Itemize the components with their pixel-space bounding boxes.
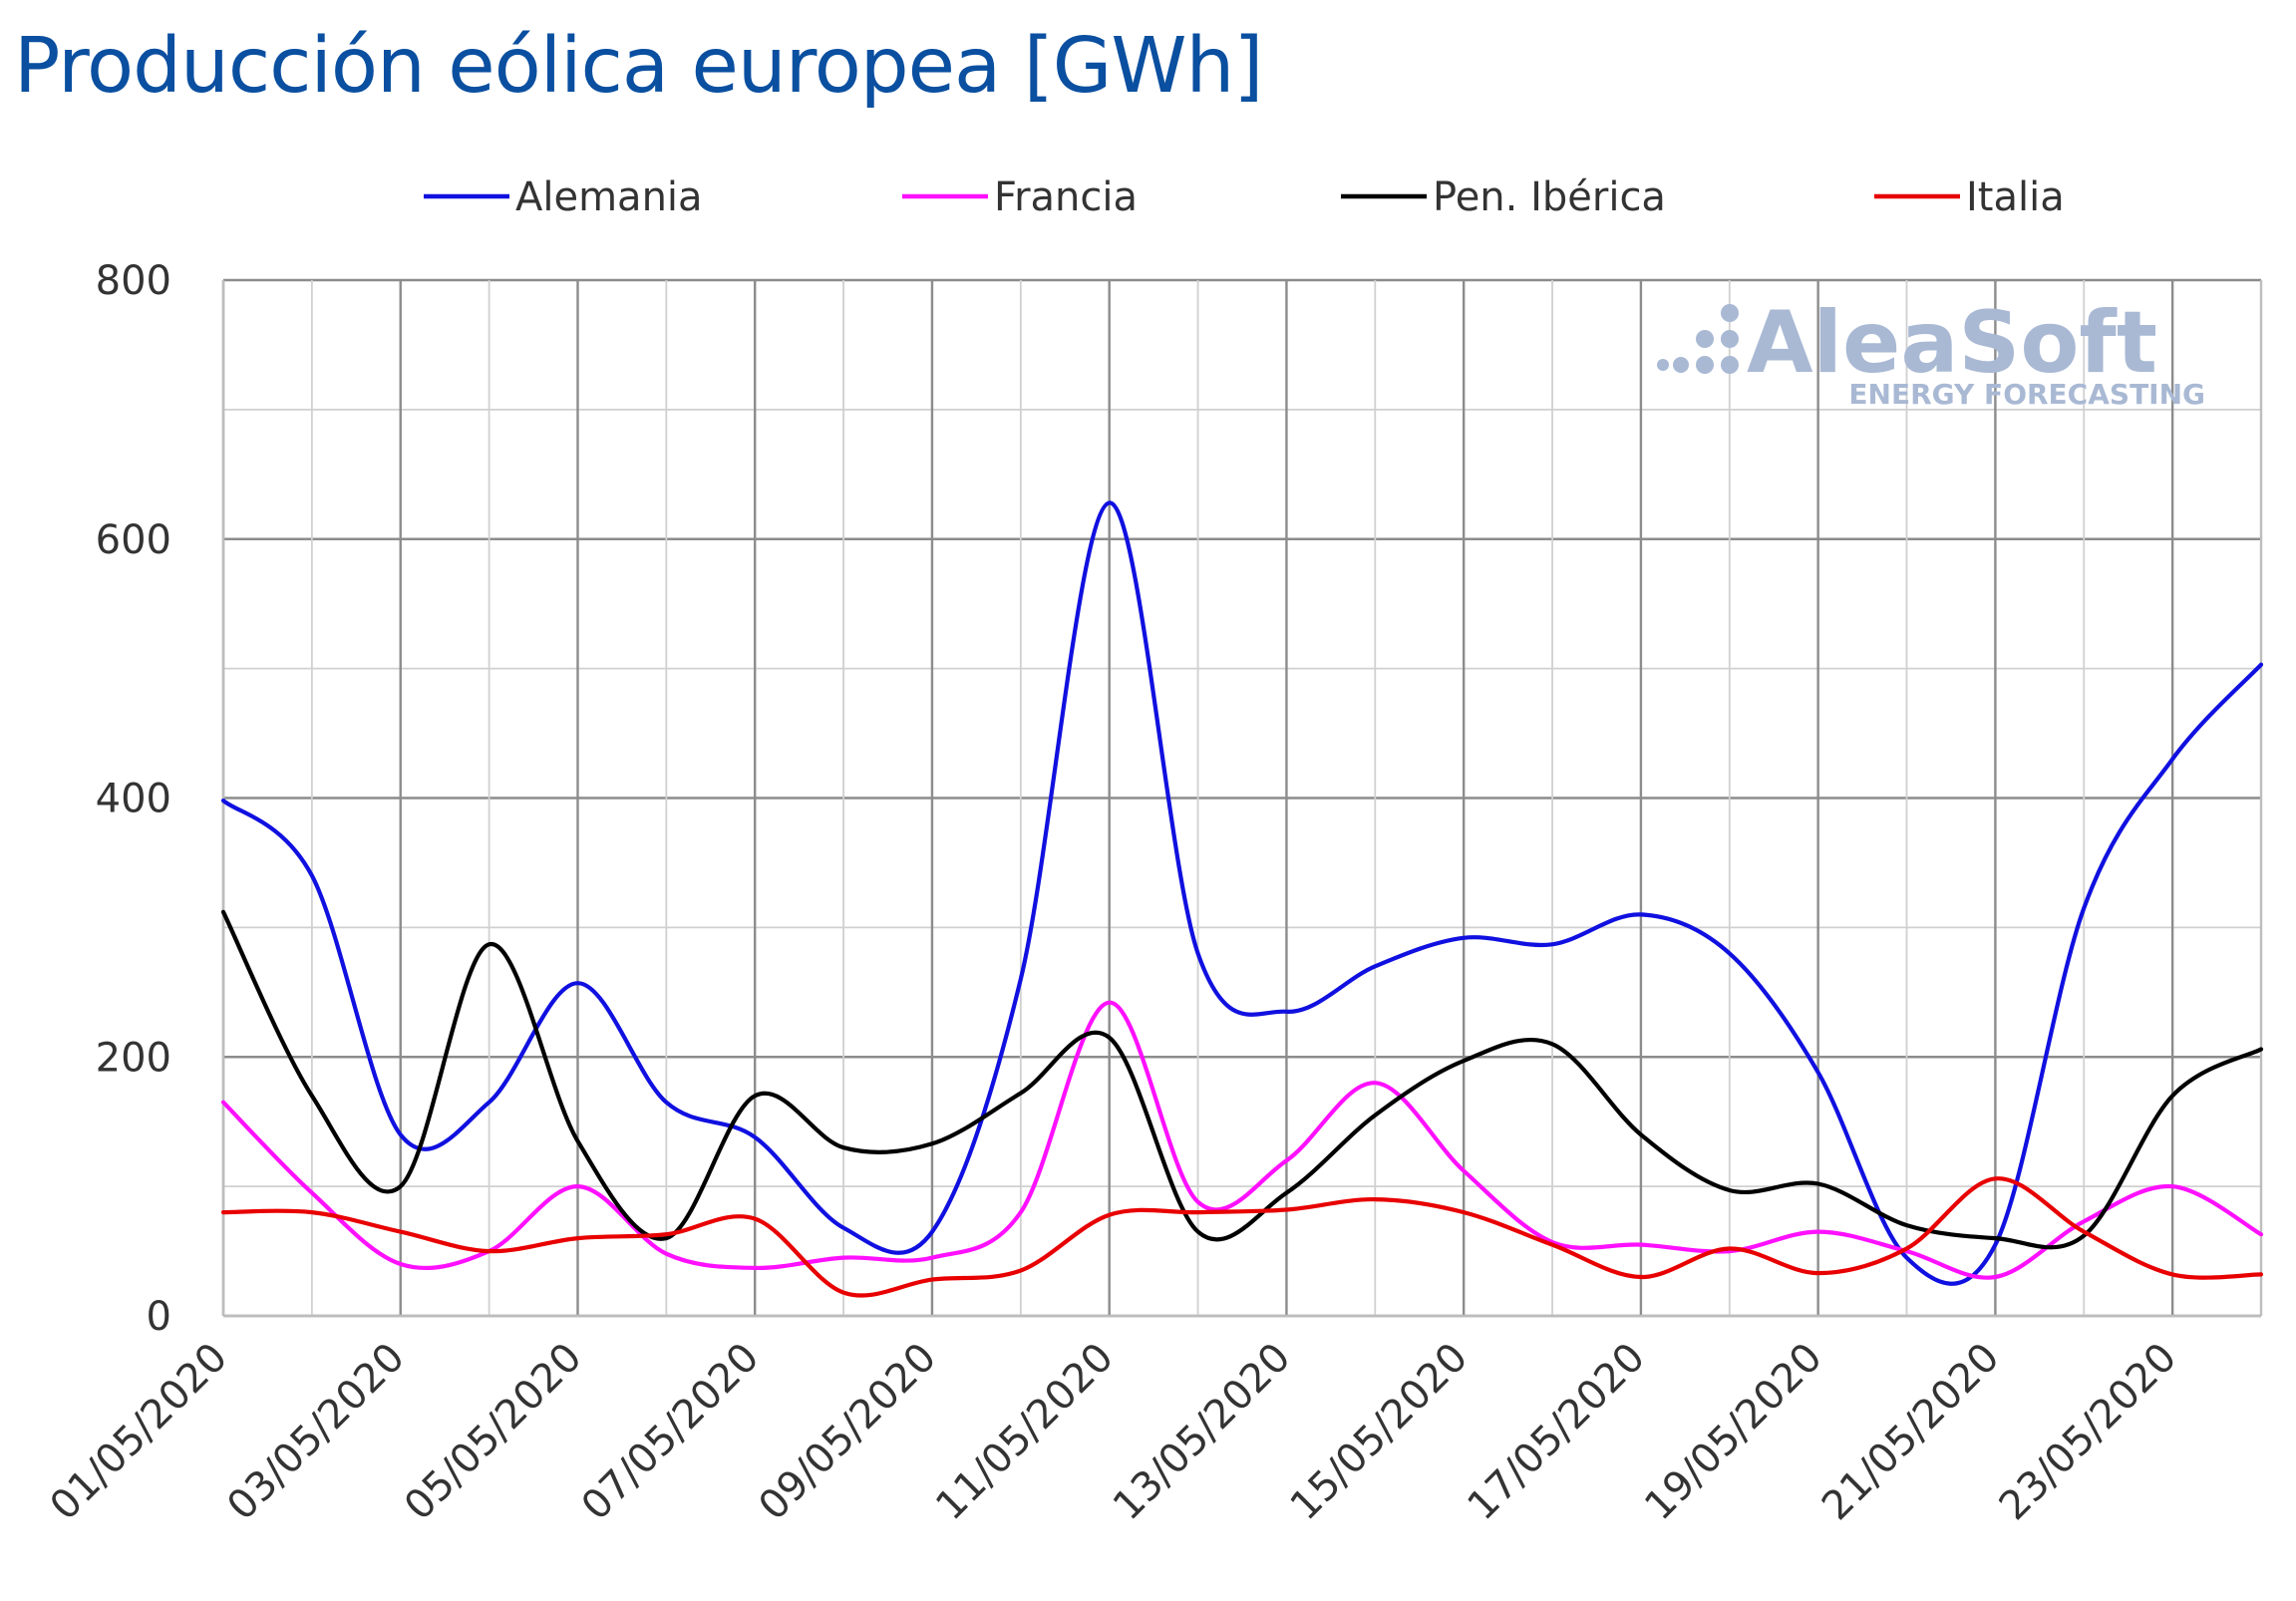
x-tick-label: 17/05/2020 [1459,1335,1654,1530]
x-tick-label: 21/05/2020 [1813,1335,2009,1530]
legend-label-italia: Italia [1966,174,2065,220]
y-axis-ticks: 0 200 400 600 800 [96,258,171,1340]
legend-label-francia: Francia [994,174,1138,220]
legend-label-pen-ib-rica: Pen. Ibérica [1433,174,1666,220]
x-tick-label: 03/05/2020 [218,1335,414,1530]
x-tick-label: 13/05/2020 [1105,1335,1300,1530]
x-tick-label: 01/05/2020 [42,1335,237,1530]
x-tick-label: 15/05/2020 [1282,1335,1477,1530]
y-tick-label: 400 [96,777,171,822]
aleasoft-watermark: AleaSoft ENERGY FORECASTING [1657,293,2205,411]
y-tick-label: 800 [96,258,171,304]
aleasoft-logo-dots-icon [1657,304,1739,374]
y-tick-label: 0 [147,1294,171,1340]
x-tick-label: 09/05/2020 [750,1335,945,1530]
watermark-brand: AleaSoft [1747,293,2157,393]
y-tick-label: 600 [96,517,171,563]
x-tick-label: 07/05/2020 [573,1335,769,1530]
series-line-alemania [220,500,2264,1286]
legend: Alemania Francia Pen. Ibérica Italia [424,174,2065,220]
series-layer [220,500,2264,1298]
x-tick-label: 19/05/2020 [1636,1335,1831,1530]
legend-label-alemania: Alemania [515,174,703,220]
series-line-italia [220,1176,2264,1298]
x-tick-label: 05/05/2020 [396,1335,591,1530]
x-tick-label: 23/05/2020 [1991,1335,2186,1530]
watermark-tagline: ENERGY FORECASTING [1848,378,2205,411]
x-tick-label: 11/05/2020 [927,1335,1123,1530]
chart-title: Producción eólica europea [GWh] [14,22,1263,111]
y-tick-label: 200 [96,1035,171,1081]
x-axis-ticks: 01/05/202003/05/202005/05/202007/05/2020… [42,1335,2186,1530]
series-line-francia [220,1000,2264,1280]
grid-layer [221,278,2263,1318]
series-line-pen-ib-rica [220,909,2264,1250]
